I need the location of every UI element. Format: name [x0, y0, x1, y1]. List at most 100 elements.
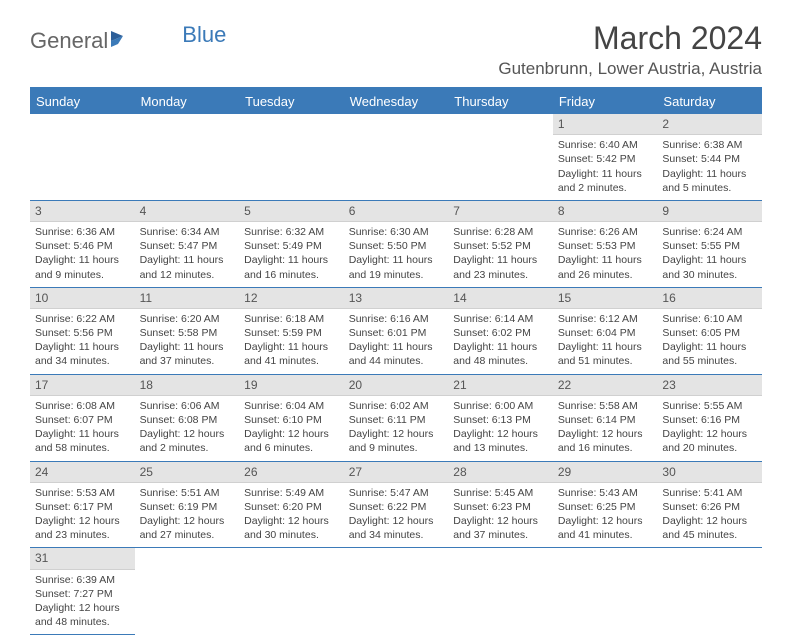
event-line: Sunset: 5:42 PM: [558, 152, 653, 166]
day-number: 21: [448, 375, 553, 396]
day-events: Sunrise: 6:40 AMSunset: 5:42 PMDaylight:…: [553, 135, 658, 200]
calendar-cell-empty: [448, 548, 553, 635]
event-line: Daylight: 11 hours: [35, 427, 130, 441]
day-number: 8: [553, 201, 658, 222]
event-line: Sunset: 5:44 PM: [662, 152, 757, 166]
title-block: March 2024 Gutenbrunn, Lower Austria, Au…: [498, 20, 762, 79]
day-events: Sunrise: 6:30 AMSunset: 5:50 PMDaylight:…: [344, 222, 449, 287]
day-number: 30: [657, 462, 762, 483]
event-line: Sunset: 5:52 PM: [453, 239, 548, 253]
event-line: and 27 minutes.: [140, 528, 235, 542]
day-number: 19: [239, 375, 344, 396]
event-line: Sunrise: 5:45 AM: [453, 486, 548, 500]
event-line: Daylight: 12 hours: [35, 601, 130, 615]
day-header: Monday: [135, 89, 240, 114]
calendar-cell: 31Sunrise: 6:39 AMSunset: 7:27 PMDayligh…: [30, 548, 135, 635]
event-line: and 5 minutes.: [662, 181, 757, 195]
calendar-cell: 28Sunrise: 5:45 AMSunset: 6:23 PMDayligh…: [448, 462, 553, 549]
event-line: Sunrise: 6:32 AM: [244, 225, 339, 239]
day-number: 4: [135, 201, 240, 222]
day-number: 12: [239, 288, 344, 309]
day-header: Thursday: [448, 89, 553, 114]
calendar-cell: 25Sunrise: 5:51 AMSunset: 6:19 PMDayligh…: [135, 462, 240, 549]
event-line: Daylight: 11 hours: [35, 340, 130, 354]
day-events: Sunrise: 6:20 AMSunset: 5:58 PMDaylight:…: [135, 309, 240, 374]
event-line: and 13 minutes.: [453, 441, 548, 455]
event-line: and 23 minutes.: [35, 528, 130, 542]
event-line: and 30 minutes.: [244, 528, 339, 542]
event-line: Sunrise: 6:10 AM: [662, 312, 757, 326]
day-events: Sunrise: 6:06 AMSunset: 6:08 PMDaylight:…: [135, 396, 240, 461]
event-line: Sunset: 6:13 PM: [453, 413, 548, 427]
calendar-cell: 24Sunrise: 5:53 AMSunset: 6:17 PMDayligh…: [30, 462, 135, 549]
logo-text-blue: Blue: [182, 22, 226, 48]
calendar-cell: 13Sunrise: 6:16 AMSunset: 6:01 PMDayligh…: [344, 288, 449, 375]
day-header: Wednesday: [344, 89, 449, 114]
event-line: and 2 minutes.: [140, 441, 235, 455]
day-number: 1: [553, 114, 658, 135]
event-line: Daylight: 11 hours: [140, 340, 235, 354]
event-line: Daylight: 12 hours: [349, 514, 444, 528]
calendar-cell-empty: [344, 548, 449, 635]
day-events: Sunrise: 5:49 AMSunset: 6:20 PMDaylight:…: [239, 483, 344, 548]
day-events: Sunrise: 5:55 AMSunset: 6:16 PMDaylight:…: [657, 396, 762, 461]
event-line: Daylight: 11 hours: [662, 253, 757, 267]
event-line: and 37 minutes.: [453, 528, 548, 542]
event-line: Sunset: 6:04 PM: [558, 326, 653, 340]
event-line: Daylight: 12 hours: [140, 427, 235, 441]
event-line: Daylight: 11 hours: [662, 167, 757, 181]
calendar-cell: 22Sunrise: 5:58 AMSunset: 6:14 PMDayligh…: [553, 375, 658, 462]
event-line: Daylight: 11 hours: [35, 253, 130, 267]
calendar-cell: 20Sunrise: 6:02 AMSunset: 6:11 PMDayligh…: [344, 375, 449, 462]
event-line: Daylight: 12 hours: [244, 514, 339, 528]
day-number: 2: [657, 114, 762, 135]
day-number: 15: [553, 288, 658, 309]
event-line: Sunrise: 6:36 AM: [35, 225, 130, 239]
event-line: Sunrise: 5:41 AM: [662, 486, 757, 500]
event-line: and 16 minutes.: [244, 268, 339, 282]
day-number: 23: [657, 375, 762, 396]
day-events: Sunrise: 6:04 AMSunset: 6:10 PMDaylight:…: [239, 396, 344, 461]
event-line: and 30 minutes.: [662, 268, 757, 282]
event-line: and 34 minutes.: [349, 528, 444, 542]
event-line: Daylight: 11 hours: [453, 340, 548, 354]
event-line: Sunset: 6:23 PM: [453, 500, 548, 514]
day-events: Sunrise: 5:47 AMSunset: 6:22 PMDaylight:…: [344, 483, 449, 548]
day-number: 9: [657, 201, 762, 222]
day-events: Sunrise: 6:02 AMSunset: 6:11 PMDaylight:…: [344, 396, 449, 461]
calendar-cell: 17Sunrise: 6:08 AMSunset: 6:07 PMDayligh…: [30, 375, 135, 462]
calendar-cell-empty: [239, 114, 344, 201]
day-header: Sunday: [30, 89, 135, 114]
calendar-cell: 18Sunrise: 6:06 AMSunset: 6:08 PMDayligh…: [135, 375, 240, 462]
flag-icon: [110, 28, 132, 54]
day-events: Sunrise: 6:18 AMSunset: 5:59 PMDaylight:…: [239, 309, 344, 374]
event-line: Sunset: 7:27 PM: [35, 587, 130, 601]
event-line: Sunrise: 6:40 AM: [558, 138, 653, 152]
event-line: and 12 minutes.: [140, 268, 235, 282]
day-number: 20: [344, 375, 449, 396]
calendar-cell: 21Sunrise: 6:00 AMSunset: 6:13 PMDayligh…: [448, 375, 553, 462]
calendar-cell: 3Sunrise: 6:36 AMSunset: 5:46 PMDaylight…: [30, 201, 135, 288]
event-line: Sunset: 6:19 PM: [140, 500, 235, 514]
event-line: Daylight: 12 hours: [662, 427, 757, 441]
event-line: Sunset: 6:17 PM: [35, 500, 130, 514]
event-line: and 58 minutes.: [35, 441, 130, 455]
event-line: Sunset: 6:10 PM: [244, 413, 339, 427]
event-line: and 48 minutes.: [35, 615, 130, 629]
event-line: Sunset: 5:46 PM: [35, 239, 130, 253]
calendar-cell: 29Sunrise: 5:43 AMSunset: 6:25 PMDayligh…: [553, 462, 658, 549]
event-line: Daylight: 12 hours: [558, 514, 653, 528]
day-header: Tuesday: [239, 89, 344, 114]
day-events: Sunrise: 6:16 AMSunset: 6:01 PMDaylight:…: [344, 309, 449, 374]
event-line: and 44 minutes.: [349, 354, 444, 368]
event-line: Daylight: 11 hours: [244, 253, 339, 267]
event-line: Sunset: 6:08 PM: [140, 413, 235, 427]
event-line: Sunset: 5:59 PM: [244, 326, 339, 340]
day-number: 18: [135, 375, 240, 396]
calendar-cell: 4Sunrise: 6:34 AMSunset: 5:47 PMDaylight…: [135, 201, 240, 288]
calendar-cell: 19Sunrise: 6:04 AMSunset: 6:10 PMDayligh…: [239, 375, 344, 462]
event-line: Daylight: 12 hours: [558, 427, 653, 441]
day-events: Sunrise: 6:22 AMSunset: 5:56 PMDaylight:…: [30, 309, 135, 374]
event-line: Sunrise: 5:55 AM: [662, 399, 757, 413]
event-line: Daylight: 11 hours: [453, 253, 548, 267]
